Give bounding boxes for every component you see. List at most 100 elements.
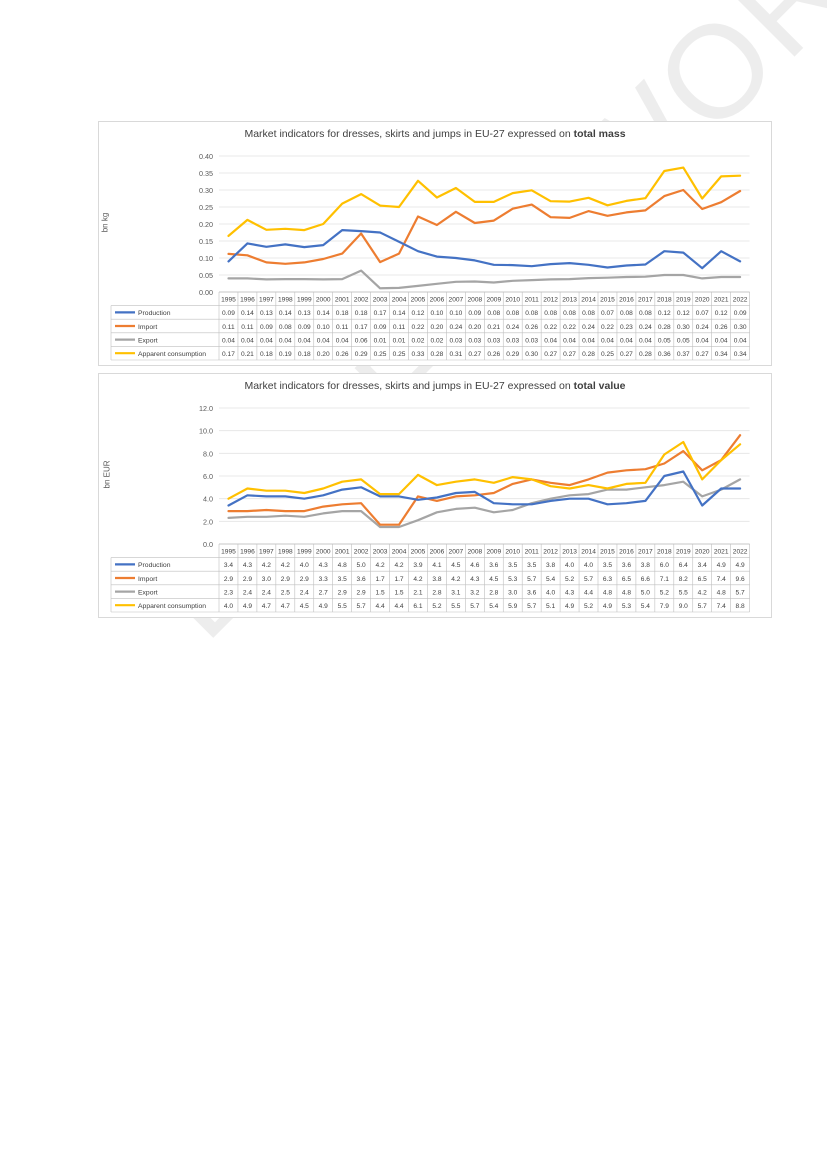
x-tick-label: 2015	[600, 297, 615, 304]
data-cell: 2.4	[262, 589, 271, 596]
data-cell: 0.34	[715, 351, 728, 358]
data-cell: 5.7	[527, 576, 536, 583]
data-cell: 0.03	[449, 337, 462, 344]
data-cell: 0.09	[260, 324, 273, 331]
data-cell: 0.04	[317, 337, 330, 344]
data-cell: 5.4	[546, 576, 555, 583]
data-cell: 0.08	[563, 310, 576, 317]
x-tick-label: 2020	[695, 297, 710, 304]
x-tick-label: 2013	[562, 549, 577, 556]
data-cell: 4.9	[319, 603, 328, 610]
x-tick-label: 1995	[221, 549, 236, 556]
data-cell: 0.07	[601, 310, 614, 317]
x-tick-label: 2003	[373, 297, 388, 304]
data-cell: 0.04	[639, 337, 652, 344]
data-cell: 5.2	[565, 576, 574, 583]
legend-label: Production	[138, 562, 171, 569]
data-cell: 0.03	[468, 337, 481, 344]
data-cell: 5.2	[432, 603, 441, 610]
x-tick-label: 2019	[676, 297, 691, 304]
data-cell: 2.8	[432, 589, 441, 596]
data-cell: 5.7	[698, 603, 707, 610]
series-line-production	[227, 470, 742, 507]
data-cell: 0.27	[544, 351, 557, 358]
data-cell: 0.03	[525, 337, 538, 344]
data-cell: 4.3	[565, 589, 574, 596]
legend-label: Export	[138, 337, 158, 344]
x-tick-label: 2015	[600, 549, 615, 556]
data-cell: 3.2	[470, 589, 479, 596]
data-cell: 0.06	[355, 337, 368, 344]
data-cell: 3.5	[508, 562, 517, 569]
data-cell: 0.10	[317, 324, 330, 331]
x-tick-label: 2002	[354, 297, 369, 304]
data-cell: 0.37	[677, 351, 690, 358]
x-tick-label: 2018	[657, 297, 672, 304]
data-cell: 5.0	[641, 589, 650, 596]
data-cell: 0.28	[639, 351, 652, 358]
data-cell: 1.5	[375, 589, 384, 596]
data-cell: 3.5	[603, 562, 612, 569]
data-cell: 0.11	[222, 324, 235, 331]
data-cell: 4.2	[281, 562, 290, 569]
data-cell: 8.2	[679, 576, 688, 583]
data-cell: 4.4	[584, 589, 593, 596]
x-tick-label: 1999	[297, 297, 312, 304]
data-cell: 0.27	[563, 351, 576, 358]
data-cell: 0.08	[279, 324, 292, 331]
data-cell: 5.4	[489, 603, 498, 610]
y-tick-label: 0.20	[199, 220, 213, 229]
data-cell: 5.0	[357, 562, 366, 569]
data-cell: 0.27	[696, 351, 709, 358]
x-tick-label: 2003	[373, 549, 388, 556]
y-tick-label: 0.05	[199, 271, 213, 280]
data-cell: 0.04	[601, 337, 614, 344]
data-cell: 4.8	[338, 562, 347, 569]
data-cell: 0.11	[336, 324, 349, 331]
data-cell: 5.7	[527, 603, 536, 610]
data-cell: 4.0	[300, 562, 309, 569]
data-cell: 3.5	[338, 576, 347, 583]
x-tick-label: 2004	[392, 549, 407, 556]
data-table: 1995 1996 1997 1998 1999 2000 2001 2002 2003 2004…	[110, 291, 750, 361]
data-cell: 0.12	[658, 310, 671, 317]
data-cell: 4.1	[432, 562, 441, 569]
data-cell: 0.04	[279, 337, 292, 344]
y-tick-label: 0.0	[203, 540, 213, 549]
data-cell: 5.7	[584, 576, 593, 583]
data-cell: 0.28	[431, 351, 444, 358]
data-cell: 4.0	[584, 562, 593, 569]
series-line-apparent-consumption	[227, 440, 742, 500]
data-cell: 0.21	[241, 351, 254, 358]
x-tick-label: 2014	[581, 297, 596, 304]
data-cell: 0.28	[582, 351, 595, 358]
data-cell: 0.02	[412, 337, 425, 344]
data-cell: 3.8	[641, 562, 650, 569]
x-tick-label: 2020	[695, 549, 710, 556]
data-cell: 2.3	[224, 589, 233, 596]
y-tick-label: 0.30	[199, 186, 213, 195]
data-cell: 2.4	[300, 589, 309, 596]
data-cell: 0.22	[544, 324, 557, 331]
data-cell: 0.09	[734, 310, 747, 317]
data-cell: 0.22	[563, 324, 576, 331]
data-cell: 3.8	[546, 562, 555, 569]
data-cell: 4.5	[451, 562, 460, 569]
data-cell: 2.1	[413, 589, 422, 596]
data-cell: 3.1	[451, 589, 460, 596]
data-cell: 2.7	[319, 589, 328, 596]
data-cell: 7.4	[717, 603, 726, 610]
data-cell: 0.09	[374, 324, 387, 331]
data-cell: 0.04	[260, 337, 273, 344]
data-cell: 4.6	[470, 562, 479, 569]
data-cell: 0.18	[355, 310, 368, 317]
data-cell: 0.30	[525, 351, 538, 358]
data-cell: 3.0	[262, 576, 271, 583]
data-cell: 0.08	[582, 310, 595, 317]
data-cell: 2.5	[281, 589, 290, 596]
data-cell: 0.04	[298, 337, 311, 344]
x-tick-label: 2005	[411, 549, 426, 556]
data-cell: 0.01	[393, 337, 406, 344]
data-cell: 4.8	[717, 589, 726, 596]
data-cell: 4.5	[300, 603, 309, 610]
